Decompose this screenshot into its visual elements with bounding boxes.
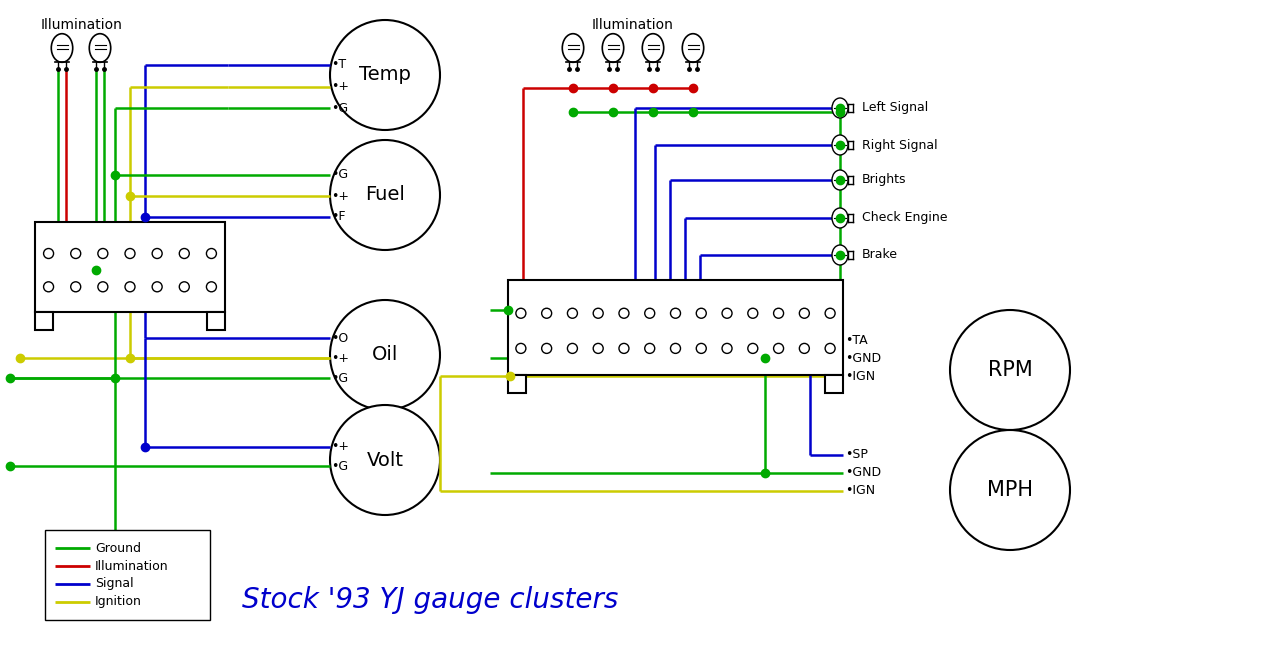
Text: Temp: Temp <box>360 66 411 85</box>
Text: •G: •G <box>332 460 348 473</box>
Text: •+: •+ <box>332 189 349 202</box>
Text: Ground: Ground <box>95 542 141 555</box>
Text: Signal: Signal <box>95 577 133 590</box>
Text: •+: •+ <box>332 352 349 365</box>
Ellipse shape <box>832 245 849 265</box>
Ellipse shape <box>90 34 111 62</box>
Text: •O: •O <box>332 331 348 344</box>
Ellipse shape <box>643 34 664 62</box>
Text: Right Signal: Right Signal <box>861 139 938 152</box>
Ellipse shape <box>832 208 849 228</box>
Ellipse shape <box>832 98 849 118</box>
Text: Stock '93 YJ gauge clusters: Stock '93 YJ gauge clusters <box>242 586 618 614</box>
Ellipse shape <box>682 34 704 62</box>
Text: Volt: Volt <box>366 450 403 469</box>
Bar <box>35 222 225 312</box>
Bar <box>508 280 844 375</box>
Circle shape <box>950 310 1070 430</box>
Text: Ignition: Ignition <box>95 596 142 609</box>
Circle shape <box>330 300 440 410</box>
Text: Illumination: Illumination <box>95 559 169 572</box>
Text: •IGN: •IGN <box>845 370 876 383</box>
Text: Check Engine: Check Engine <box>861 212 947 225</box>
Text: •T: •T <box>332 59 346 72</box>
Text: •GND: •GND <box>845 352 881 365</box>
Text: •+: •+ <box>332 441 349 454</box>
Text: RPM: RPM <box>988 360 1033 380</box>
Bar <box>207 312 225 330</box>
Text: Brights: Brights <box>861 174 906 186</box>
Ellipse shape <box>832 135 849 155</box>
Circle shape <box>330 140 440 250</box>
Circle shape <box>950 430 1070 550</box>
Text: Illumination: Illumination <box>593 18 675 32</box>
Ellipse shape <box>603 34 623 62</box>
Text: •IGN: •IGN <box>845 484 876 497</box>
Ellipse shape <box>562 34 584 62</box>
Text: •TA: •TA <box>845 333 868 346</box>
Text: Brake: Brake <box>861 249 899 262</box>
Text: •GND: •GND <box>845 467 881 480</box>
Circle shape <box>330 20 440 130</box>
Text: •G: •G <box>332 102 348 115</box>
Text: •G: •G <box>332 372 348 385</box>
Ellipse shape <box>51 34 73 62</box>
Text: MPH: MPH <box>987 480 1033 500</box>
Bar <box>826 375 844 393</box>
Text: •F: •F <box>332 210 346 223</box>
Bar <box>45 530 210 620</box>
Text: •G: •G <box>332 169 348 182</box>
Ellipse shape <box>832 170 849 190</box>
Text: Oil: Oil <box>371 346 398 365</box>
Bar <box>508 375 526 393</box>
Text: Left Signal: Left Signal <box>861 102 928 115</box>
Text: Fuel: Fuel <box>365 186 404 204</box>
Text: Illumination: Illumination <box>41 18 123 32</box>
Text: •+: •+ <box>332 81 349 94</box>
Bar <box>35 312 52 330</box>
Text: •SP: •SP <box>845 449 868 462</box>
Circle shape <box>330 405 440 515</box>
